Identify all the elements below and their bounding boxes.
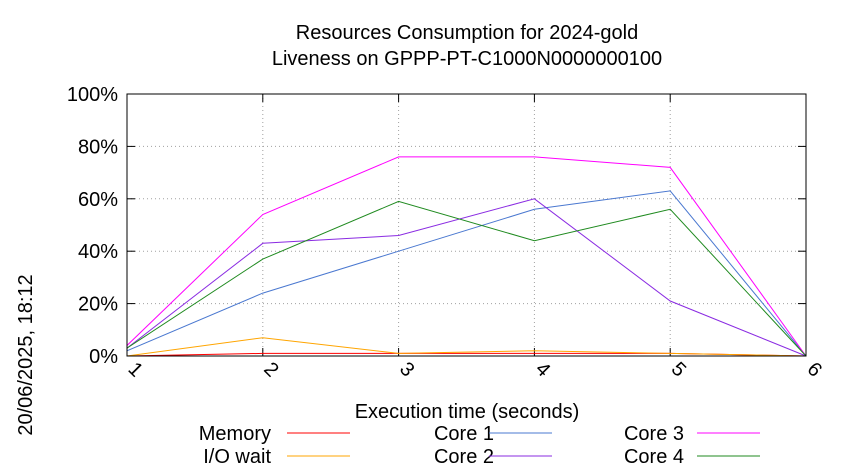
- y-axis: 0% 20% 40% 60% 80% 100%: [67, 84, 806, 368]
- series-lines: [126, 156, 807, 357]
- y-tick-label: 40%: [78, 241, 118, 263]
- x-tick-label: 5: [667, 358, 690, 381]
- chart-title-line-1: Resources Consumption for 2024-gold: [296, 22, 638, 44]
- series-line-core-1: [126, 190, 807, 357]
- y-tick-label: 20%: [78, 294, 118, 316]
- series-line-i-o-wait: [126, 337, 807, 357]
- grid-lines: [127, 94, 806, 356]
- series-line-core-3: [126, 156, 807, 357]
- x-tick-label: 1: [124, 358, 147, 381]
- x-tick-label: 4: [531, 358, 554, 381]
- series-line-core-2: [126, 198, 807, 357]
- chart-title: Resources Consumption for 2024-gold Live…: [272, 22, 662, 70]
- chart-title-line-2: Liveness on GPPP-PT-C1000N0000000100: [272, 48, 662, 70]
- legend-label-i-o-wait: I/O wait: [203, 446, 271, 468]
- legend-label-core-3: Core 3: [624, 423, 684, 445]
- timestamp-label: 20/06/2025, 18:12: [15, 274, 37, 435]
- x-axis-label: Execution time (seconds): [355, 401, 580, 423]
- legend-label-core-1: Core 1: [434, 423, 494, 445]
- legend-label-core-4: Core 4: [624, 446, 684, 468]
- x-tick-label: 3: [395, 358, 418, 381]
- y-tick-label: 80%: [78, 136, 118, 158]
- plot-frame: [126, 93, 807, 357]
- series-line-core-4: [126, 200, 807, 357]
- y-tick-label: 0%: [89, 346, 118, 368]
- legend-label-core-2: Core 2: [434, 446, 494, 468]
- y-tick-label: 100%: [67, 84, 118, 106]
- x-tick-label: 2: [259, 358, 282, 381]
- x-tick-label: 6: [803, 358, 826, 381]
- y-tick-label: 60%: [78, 189, 118, 211]
- legend-label-memory: Memory: [199, 423, 271, 445]
